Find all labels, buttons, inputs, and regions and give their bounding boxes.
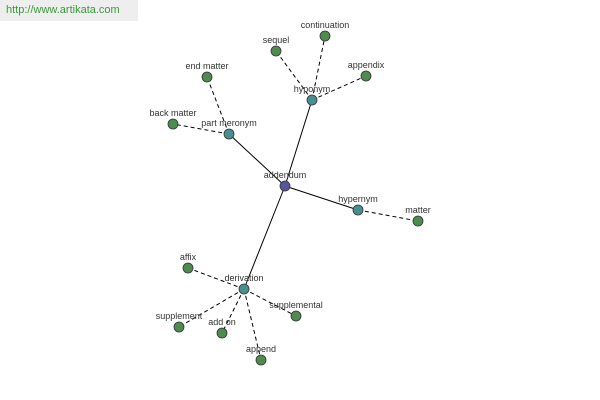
node-label: add on	[208, 317, 236, 327]
node-label: supplement	[156, 311, 203, 321]
node	[223, 128, 235, 140]
node	[412, 215, 424, 227]
dashed-edge	[187, 267, 245, 290]
node	[173, 321, 185, 333]
dashed-edge	[357, 209, 419, 222]
node-label: addendum	[264, 170, 307, 180]
node-label: end matter	[185, 61, 228, 71]
node-label: appendix	[348, 60, 385, 70]
node	[182, 262, 194, 274]
dashed-edge	[206, 76, 230, 135]
node-label: affix	[180, 252, 197, 262]
edge	[284, 185, 359, 211]
node	[352, 204, 364, 216]
node	[319, 30, 331, 42]
dashed-edge	[221, 288, 245, 334]
node	[255, 354, 267, 366]
node-label: supplemental	[269, 300, 323, 310]
node-label: derivation	[224, 273, 263, 283]
node-label: hypernym	[338, 194, 378, 204]
node	[360, 70, 372, 82]
edge	[228, 133, 286, 187]
node	[290, 310, 302, 322]
node-label: back matter	[149, 108, 196, 118]
dashed-edge	[243, 288, 262, 361]
node-label: continuation	[301, 20, 350, 30]
node	[167, 118, 179, 130]
node	[270, 45, 282, 57]
node-label: sequel	[263, 35, 290, 45]
node	[201, 71, 213, 83]
node	[238, 283, 250, 295]
dashed-edge	[178, 288, 245, 328]
dashed-edge	[275, 50, 313, 101]
dashed-edge	[243, 288, 297, 317]
node	[306, 94, 318, 106]
node-label: hyponym	[294, 84, 331, 94]
node-label: part meronym	[201, 118, 257, 128]
dashed-edge	[311, 75, 367, 101]
node-label: append	[246, 344, 276, 354]
node-label: matter	[405, 205, 431, 215]
dashed-edge	[311, 35, 326, 101]
node	[279, 180, 291, 192]
dashed-edge	[172, 123, 230, 135]
watermark: http://www.artikata.com	[0, 0, 138, 21]
edge	[284, 99, 313, 187]
edge	[243, 185, 286, 290]
node	[216, 327, 228, 339]
